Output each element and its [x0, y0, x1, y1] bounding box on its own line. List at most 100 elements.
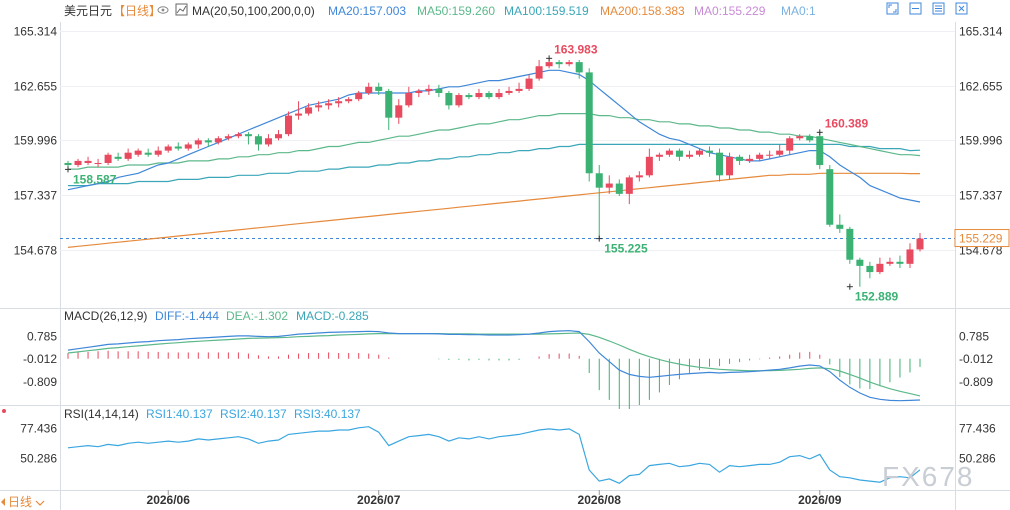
eye-icon[interactable]	[157, 6, 169, 14]
period-button-label[interactable]: 日线	[8, 495, 32, 509]
candle-body	[605, 183, 613, 188]
close-icon[interactable]	[955, 2, 968, 15]
candle	[675, 148, 683, 161]
candle	[415, 88, 423, 98]
candle	[495, 88, 503, 100]
candle	[134, 148, 142, 157]
candle-body	[906, 249, 914, 264]
ma200-line	[67, 172, 920, 248]
candle-body	[786, 138, 794, 151]
red-dot-icon	[2, 409, 6, 413]
candle	[305, 103, 313, 116]
candle-body	[244, 134, 252, 137]
candle-body	[365, 86, 373, 93]
current-price-tag	[954, 229, 1010, 248]
candle	[906, 243, 914, 268]
ma-settings-icon[interactable]	[175, 3, 188, 16]
ma0-value-a: MA0:155.229	[694, 4, 766, 18]
candle	[916, 232, 924, 252]
annotation-label: 163.983	[554, 42, 598, 56]
candle-body	[104, 154, 112, 163]
period-button[interactable]: 日线	[1, 495, 45, 509]
candle	[565, 60, 573, 67]
macd-tick-right: -0.012	[959, 352, 993, 366]
expand-icon[interactable]	[886, 2, 899, 15]
candle-body	[415, 90, 423, 93]
price-annotations: 163.983 155.225 160.389 152.889 158.587	[65, 42, 899, 304]
candle-body	[254, 136, 262, 145]
candle	[896, 255, 904, 268]
panel-frame	[0, 22, 1010, 510]
candle-body	[174, 146, 182, 149]
candle-body	[345, 99, 353, 102]
annotation-label: 160.389	[825, 116, 869, 130]
candle-body	[64, 162, 72, 166]
triangle-left-icon	[1, 498, 5, 506]
candle-body	[796, 136, 804, 139]
candle	[716, 148, 724, 182]
candle	[505, 86, 513, 96]
candle-body	[335, 101, 343, 104]
symbol-label: 美元日元	[64, 4, 112, 18]
candle	[886, 257, 894, 266]
candle-body	[916, 238, 924, 250]
candle-body	[665, 150, 673, 155]
candle	[94, 158, 102, 168]
candle-body	[124, 152, 132, 159]
candle	[244, 132, 252, 145]
settings-icon[interactable]	[932, 2, 945, 15]
candle-body	[425, 88, 433, 91]
price-tick-left: 154.678	[14, 244, 58, 258]
period-tag[interactable]: 【日线】	[113, 4, 161, 18]
annotation-label: 158.587	[73, 172, 117, 186]
candle	[214, 136, 222, 145]
candle-body	[736, 156, 744, 161]
candle-body	[896, 261, 904, 264]
candle	[144, 148, 152, 157]
candle-body	[695, 150, 703, 155]
candle	[595, 165, 603, 239]
candle-body	[886, 261, 894, 264]
candle-body	[525, 78, 533, 89]
candle	[104, 152, 112, 166]
price-axis: 165.314 165.314 162.655 162.655 159.996 159.9…	[14, 25, 1010, 258]
candle	[335, 97, 343, 108]
candle	[685, 150, 693, 159]
date-tick-label: 2026/09	[798, 493, 842, 507]
price-grid	[60, 31, 955, 251]
moving-average-lines	[67, 69, 921, 248]
candle	[695, 148, 703, 157]
candle	[485, 90, 493, 100]
candle-body	[575, 62, 583, 73]
candle	[515, 82, 523, 93]
annotation-label: 152.889	[855, 290, 899, 304]
candle	[74, 158, 82, 168]
candle-body	[685, 154, 693, 157]
rsi1-value: RSI1:40.137	[146, 407, 213, 421]
macd-header: MACD(26,12,9) DIFF:-1.444 DEA:-1.302 MAC…	[64, 309, 369, 323]
candle-body	[84, 160, 92, 163]
candle-body	[405, 92, 413, 106]
candle-body	[876, 263, 884, 273]
candle	[705, 146, 714, 157]
candle	[234, 132, 242, 139]
macd-diff-value: DIFF:-1.444	[155, 309, 219, 323]
candle-body	[435, 88, 443, 93]
candle-body	[816, 136, 824, 166]
candle-body	[264, 138, 272, 145]
candle-body	[74, 160, 82, 166]
candle-body	[214, 138, 222, 143]
candle	[365, 82, 373, 96]
candle	[254, 134, 262, 151]
collapse-icon[interactable]	[909, 2, 922, 15]
candle	[345, 97, 353, 104]
candle	[796, 134, 804, 141]
candle-body	[756, 154, 764, 159]
ma50-line	[68, 112, 921, 170]
rsi-header: RSI(14,14,14) RSI1:40.137 RSI2:40.137 RS…	[2, 407, 361, 421]
candle-body	[675, 150, 683, 157]
candle-body	[325, 103, 333, 106]
candle-body	[866, 265, 874, 273]
candle	[585, 68, 593, 182]
